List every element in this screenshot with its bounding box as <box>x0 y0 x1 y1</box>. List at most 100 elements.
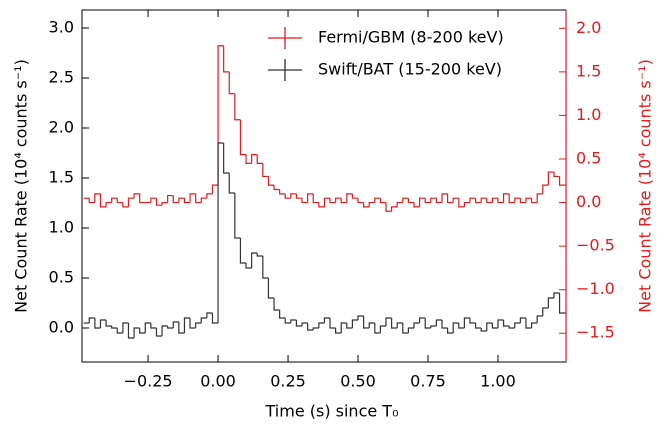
step-bin <box>172 321 179 328</box>
step-bin <box>295 320 303 327</box>
x-axis-label: Time (s) since T₀ <box>265 402 399 421</box>
y-tick-label: 3.0 <box>49 18 74 37</box>
step-bin <box>452 322 459 333</box>
step-bin <box>385 202 392 212</box>
step-bin <box>374 197 381 203</box>
step-bin <box>127 323 135 339</box>
step-bin <box>251 154 258 164</box>
step-bin <box>430 325 437 328</box>
step-bin <box>189 318 196 329</box>
step-bin <box>396 322 403 328</box>
y-tick-label: 1.5 <box>49 168 74 187</box>
step-bin <box>379 325 387 333</box>
step-bin <box>312 193 319 204</box>
step-bin <box>183 198 191 204</box>
step-bin <box>211 313 219 324</box>
step-bin <box>340 198 347 204</box>
step-bin <box>357 198 364 204</box>
step-bin <box>122 202 129 208</box>
x-tick-label: 0.00 <box>200 372 236 391</box>
step-bin <box>469 197 476 203</box>
step-bin <box>301 322 308 326</box>
step-bin <box>223 143 230 174</box>
step-bin <box>234 193 241 239</box>
step-bin <box>480 328 487 332</box>
step-bin <box>133 327 140 338</box>
step-bin <box>346 193 353 203</box>
step-bin <box>385 317 392 326</box>
step-bin <box>435 198 442 204</box>
step-bin <box>290 319 297 323</box>
step-bin <box>318 202 325 208</box>
step-bin <box>323 197 331 207</box>
step-bin <box>486 198 493 204</box>
step-bin <box>284 193 291 199</box>
step-bin <box>256 154 263 164</box>
step-bin <box>223 45 230 73</box>
step-bin <box>474 323 482 329</box>
step-bin <box>122 322 129 333</box>
step-bin <box>178 197 185 203</box>
step-bin <box>542 307 549 316</box>
step-bin <box>379 198 387 204</box>
step-bin <box>307 323 314 331</box>
y2-tick-label: −1.5 <box>576 323 615 342</box>
step-bin <box>312 327 319 330</box>
step-bin <box>558 293 566 314</box>
step-bin <box>273 185 280 191</box>
step-bin <box>441 320 448 329</box>
step-bin <box>200 317 207 323</box>
step-bin <box>301 198 308 204</box>
step-bin <box>99 193 107 208</box>
step-bin <box>279 189 286 195</box>
step-bin <box>396 201 403 207</box>
step-bin <box>407 198 414 204</box>
step-bin <box>155 198 163 206</box>
y-tick-label: 0.0 <box>49 318 74 337</box>
y2-tick-label: −1.0 <box>576 279 615 298</box>
step-bin <box>363 316 370 329</box>
step-bin <box>502 193 510 203</box>
step-bin <box>497 198 504 204</box>
step-bin <box>402 197 409 203</box>
step-bin <box>228 173 235 194</box>
step-bin <box>553 172 560 178</box>
y-tick-label: 1.0 <box>49 218 74 237</box>
y2-axis-label: Net Count Rate (10⁴ counts s⁻¹) <box>636 59 655 313</box>
x-tick-label: −0.25 <box>124 372 173 391</box>
step-bin <box>211 184 219 194</box>
step-bin <box>335 328 342 334</box>
step-bin <box>446 193 454 204</box>
step-bin <box>525 197 532 203</box>
step-bin <box>105 320 112 327</box>
step-bin <box>105 201 112 207</box>
step-bin <box>172 195 179 204</box>
step-bin <box>161 325 168 336</box>
step-bin <box>458 323 465 329</box>
step-bin <box>189 193 196 203</box>
step-bin <box>228 71 235 95</box>
step-bin <box>329 198 336 204</box>
step-bin <box>514 322 521 328</box>
step-bin <box>363 202 370 208</box>
y-axis-label: Net Count Rate (10⁴ counts s⁻¹) <box>12 59 31 313</box>
step-bin <box>217 142 224 323</box>
step-bin <box>195 322 202 328</box>
step-bin <box>480 197 487 203</box>
step-bin <box>435 319 442 326</box>
y2-tick-label: 1.5 <box>576 61 601 80</box>
step-bin <box>458 198 465 208</box>
step-bin <box>111 197 118 203</box>
step-bin <box>368 322 375 328</box>
step-bin <box>195 193 202 204</box>
step-bin <box>351 193 359 199</box>
step-bin <box>329 318 336 329</box>
step-bin <box>262 256 269 279</box>
step-bin <box>553 292 560 298</box>
step-bin <box>391 318 398 329</box>
step-bin <box>430 197 437 203</box>
step-bin <box>88 198 95 204</box>
step-bin <box>139 328 146 334</box>
step-bin <box>407 327 414 333</box>
